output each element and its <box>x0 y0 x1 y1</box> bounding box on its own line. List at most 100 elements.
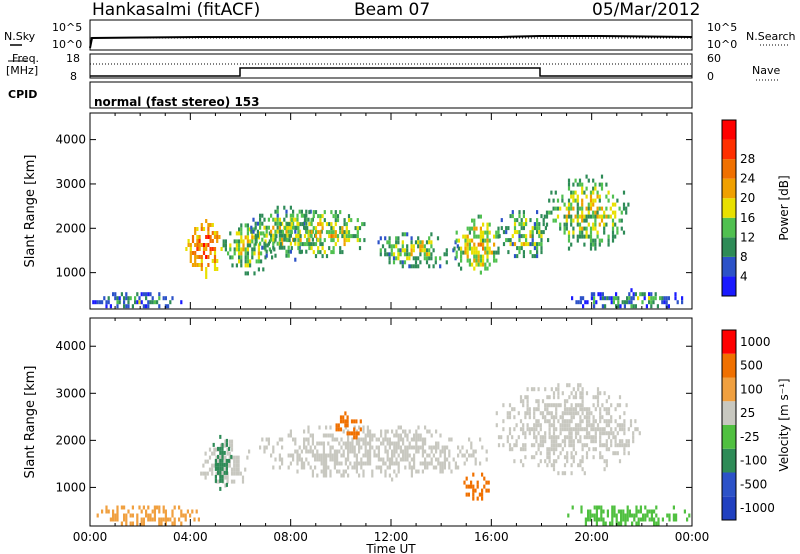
power-cell <box>497 230 500 235</box>
velocity-cell <box>120 521 123 526</box>
power-cell <box>240 235 243 240</box>
velocity-cell <box>599 411 602 416</box>
velocity-cell <box>369 453 372 458</box>
velocity-cell <box>353 435 356 440</box>
power-cell <box>299 242 302 247</box>
power-cell <box>252 217 255 222</box>
power-cell <box>309 209 312 214</box>
power-cell <box>609 214 612 219</box>
velocity-cell <box>533 427 536 432</box>
velocity-cell <box>342 419 345 424</box>
power-cell <box>284 226 287 231</box>
velocity-cell <box>432 465 435 470</box>
velocity-cell <box>147 505 150 510</box>
power-cell <box>611 218 615 223</box>
velocity-cell <box>526 399 529 404</box>
velocity-cell <box>404 465 407 470</box>
velocity-cell <box>399 425 402 430</box>
power-cell <box>550 210 553 215</box>
power-cell <box>211 259 214 263</box>
velocity-cell <box>305 437 308 442</box>
power-cell <box>645 304 648 309</box>
velocity-cell <box>559 451 562 456</box>
velocity-cell <box>342 453 345 458</box>
velocity-cell <box>555 403 558 408</box>
power-cell <box>408 256 411 261</box>
velocity-cell <box>360 445 363 450</box>
power-cell <box>303 221 306 226</box>
velocity-cell <box>502 419 505 424</box>
velocity-cell <box>485 457 488 462</box>
power-cell <box>525 242 528 247</box>
velocity-cell <box>296 449 299 454</box>
velocity-colorbar-tick-label: -100 <box>740 454 767 468</box>
velocity-cell <box>382 457 385 462</box>
velocity-cell <box>546 447 549 452</box>
power-cell <box>594 222 597 227</box>
velocity-cell <box>439 449 442 454</box>
velocity-cell <box>624 513 627 518</box>
velocity-cell <box>180 509 183 514</box>
velocity-cell <box>278 437 281 442</box>
velocity-cell <box>145 509 148 514</box>
power-cell <box>525 238 528 243</box>
velocity-cell <box>626 505 629 510</box>
power-cell <box>306 230 309 235</box>
velocity-cell <box>636 427 639 432</box>
power-cell <box>202 243 206 247</box>
velocity-cell <box>402 457 405 462</box>
power-cell <box>516 254 519 259</box>
power-cell <box>479 234 482 239</box>
velocity-cell <box>478 492 481 497</box>
power-cell <box>107 300 110 305</box>
power-cell <box>323 218 326 223</box>
power-cell <box>213 251 217 255</box>
power-cell <box>290 218 293 223</box>
power-cell <box>590 296 593 301</box>
power-cell <box>540 230 543 235</box>
power-cell <box>493 250 496 255</box>
velocity-cell <box>533 423 536 428</box>
velocity-cell <box>683 509 686 514</box>
power-cell <box>575 300 578 305</box>
velocity-cell <box>309 465 312 470</box>
power-cell <box>401 244 404 249</box>
velocity-cell <box>513 427 516 432</box>
velocity-cell <box>487 488 490 493</box>
velocity-cell <box>592 427 595 432</box>
power-cell <box>605 222 608 227</box>
velocity-cell <box>224 455 227 460</box>
power-colorbar-tick-label: 20 <box>740 191 755 205</box>
power-cell <box>479 262 482 267</box>
power-cell <box>432 264 435 269</box>
power-cell <box>298 229 301 234</box>
power-cell <box>288 222 291 227</box>
velocity-cell <box>465 492 468 497</box>
velocity-cell <box>342 473 345 478</box>
power-cell <box>547 238 550 243</box>
velocity-cell <box>587 517 590 522</box>
velocity-cell <box>351 445 354 450</box>
power-cell <box>471 246 474 251</box>
power-cell <box>417 236 420 241</box>
power-cell <box>207 223 210 227</box>
power-cell <box>632 304 635 309</box>
velocity-cell <box>607 407 611 412</box>
velocity-cell <box>388 461 391 466</box>
power-cell <box>281 233 284 238</box>
velocity-cell <box>329 449 332 454</box>
velocity-cell <box>303 461 306 466</box>
velocity-cell <box>600 509 603 514</box>
velocity-cell <box>348 431 351 436</box>
velocity-cell <box>519 447 523 452</box>
power-cell <box>598 222 601 227</box>
velocity-cell <box>158 509 161 514</box>
velocity-cell <box>382 461 385 466</box>
power-cell <box>256 221 259 226</box>
power-cell <box>296 217 299 222</box>
velocity-cell <box>570 463 573 468</box>
power-cell <box>486 234 489 239</box>
power-cell <box>598 194 601 199</box>
power-cell <box>544 226 547 231</box>
power-cell <box>312 214 315 219</box>
